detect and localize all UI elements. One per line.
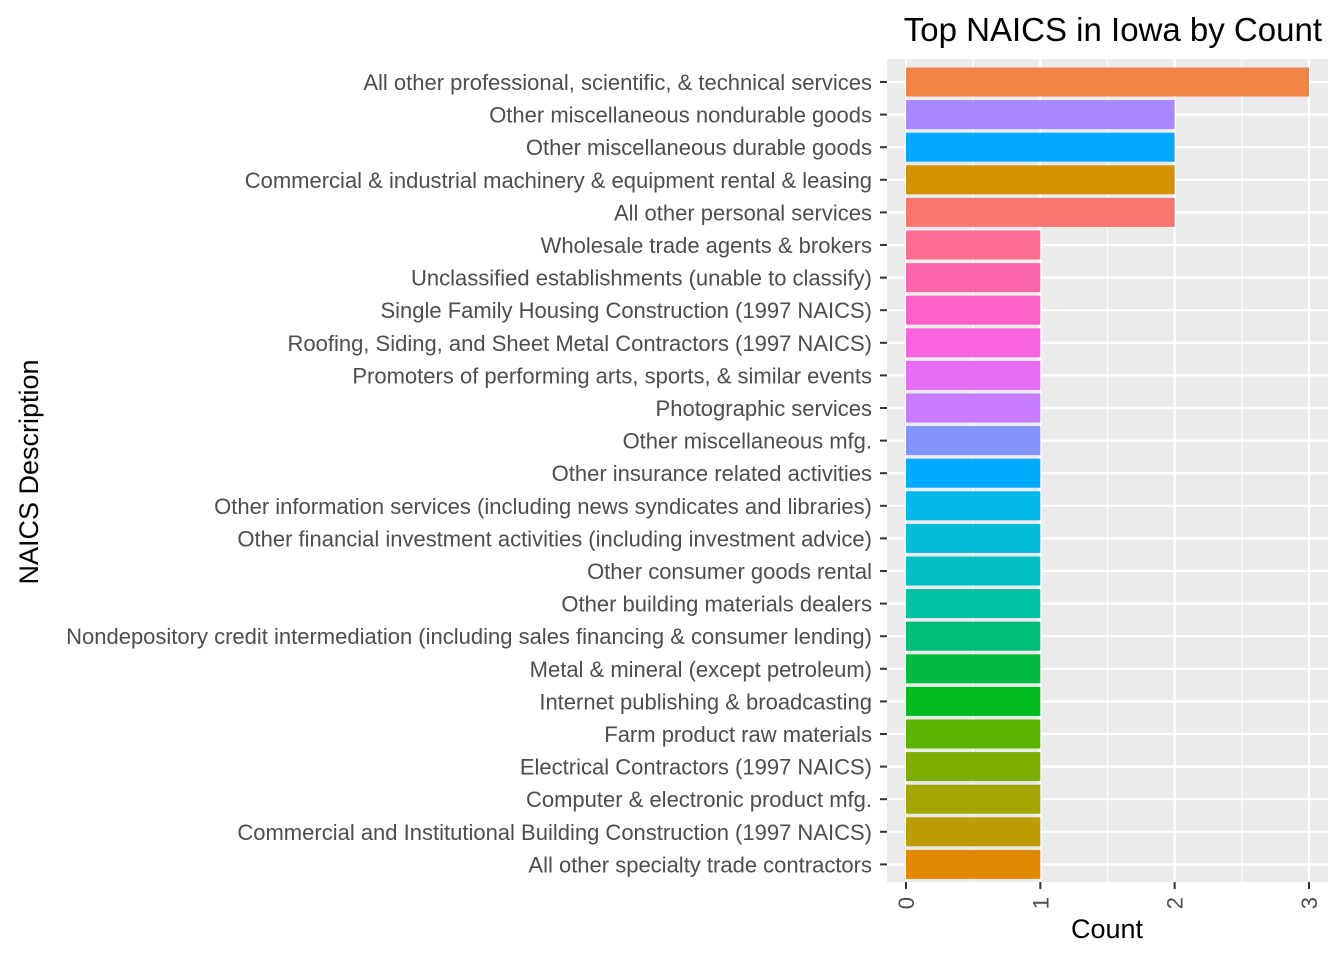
y-tick-label: Unclassified establishments (unable to c… [411, 266, 872, 291]
y-axis-title: NAICS Description [14, 359, 44, 584]
bar [906, 784, 1041, 814]
bar [906, 752, 1041, 782]
y-tick-label: Nondepository credit intermediation (inc… [66, 624, 872, 649]
bar [906, 686, 1041, 716]
bar [906, 523, 1041, 553]
y-tick-label: All other specialty trade contractors [528, 852, 872, 877]
y-tick-label: Commercial and Institutional Building Co… [237, 820, 872, 845]
y-tick-label: Single Family Housing Construction (1997… [380, 298, 872, 323]
y-tick-label: Internet publishing & broadcasting [539, 689, 872, 714]
y-tick-label: Roofing, Siding, and Sheet Metal Contrac… [287, 331, 872, 356]
bar [906, 230, 1041, 260]
y-tick-label: Promoters of performing arts, sports, & … [352, 363, 872, 388]
y-axis-ticks: All other professional, scientific, & te… [66, 70, 887, 877]
bar [906, 295, 1041, 325]
bar [906, 165, 1175, 195]
bar [906, 360, 1041, 390]
bar [906, 67, 1309, 97]
x-tick-label: 0 [894, 897, 919, 909]
bar [906, 849, 1041, 879]
y-tick-label: Farm product raw materials [604, 722, 872, 747]
bar [906, 817, 1041, 847]
y-tick-label: Other insurance related activities [552, 461, 872, 486]
bar [906, 621, 1041, 651]
y-tick-label: Electrical Contractors (1997 NAICS) [520, 755, 872, 780]
y-tick-label: Other financial investment activities (i… [237, 526, 872, 551]
bar [906, 458, 1041, 488]
bar [906, 328, 1041, 358]
bar [906, 654, 1041, 684]
y-tick-label: Other building materials dealers [561, 592, 872, 617]
bar [906, 393, 1041, 423]
y-tick-label: Other information services (including ne… [214, 494, 872, 519]
x-axis-title: Count [1071, 914, 1144, 944]
y-tick-label: All other professional, scientific, & te… [363, 70, 872, 95]
bar [906, 100, 1175, 130]
y-tick-label: Other consumer goods rental [587, 559, 872, 584]
bars [906, 67, 1309, 879]
bar [906, 197, 1175, 227]
bar [906, 719, 1041, 749]
y-tick-label: All other personal services [614, 200, 872, 225]
chart-title: Top NAICS in Iowa by Count [904, 11, 1322, 48]
bar [906, 426, 1041, 456]
y-tick-label: Computer & electronic product mfg. [526, 787, 872, 812]
y-tick-label: Metal & mineral (except petroleum) [530, 657, 872, 682]
x-axis-ticks: 0 1 2 3 [894, 882, 1322, 909]
bar [906, 263, 1041, 293]
bar [906, 589, 1041, 619]
y-tick-label: Other miscellaneous durable goods [526, 135, 872, 160]
y-tick-label: Other miscellaneous mfg. [623, 429, 872, 454]
x-tick-label: 1 [1028, 897, 1053, 909]
y-tick-label: Commercial & industrial machinery & equi… [245, 168, 872, 193]
x-tick-label: 2 [1163, 897, 1188, 909]
y-tick-label: Other miscellaneous nondurable goods [489, 103, 872, 128]
y-tick-label: Photographic services [656, 396, 872, 421]
bar [906, 556, 1041, 586]
bar [906, 491, 1041, 521]
bar [906, 132, 1175, 162]
y-tick-label: Wholesale trade agents & brokers [541, 233, 872, 258]
x-tick-label: 3 [1297, 897, 1322, 909]
